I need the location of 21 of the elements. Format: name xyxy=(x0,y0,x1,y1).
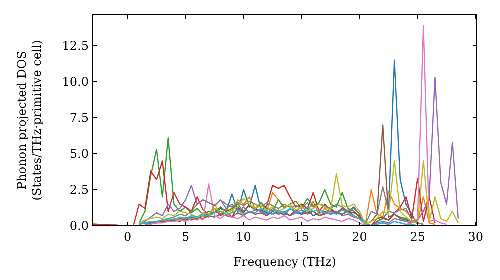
x-tick-label: 0 xyxy=(124,230,132,244)
line-series xyxy=(144,186,424,226)
x-tick-label: 20 xyxy=(352,230,368,244)
line-series xyxy=(93,160,436,226)
y-tick-label: 10.0 xyxy=(62,75,89,90)
x-tick-label: 5 xyxy=(182,230,190,244)
y-tick-label: 5.0 xyxy=(70,147,89,162)
line-series xyxy=(138,206,418,226)
line-series xyxy=(144,25,448,226)
y-axis-title: Phonon projected DOS (States/THz·primitive cell) xyxy=(15,40,44,201)
x-tick-label: 30 xyxy=(468,230,484,244)
x-tick-label: 10 xyxy=(236,230,252,244)
y-tick-label: 2.5 xyxy=(70,183,89,198)
y-tick-label: 0.0 xyxy=(70,219,89,234)
line-series xyxy=(138,160,460,226)
y-tick-label: 12.5 xyxy=(62,39,89,54)
x-tick-label: 15 xyxy=(294,230,310,244)
x-tick-label: 25 xyxy=(410,230,426,244)
y-tick-label: 7.5 xyxy=(70,111,89,126)
line-series xyxy=(138,77,460,226)
x-axis-title: Frequency (THz) xyxy=(234,255,336,269)
